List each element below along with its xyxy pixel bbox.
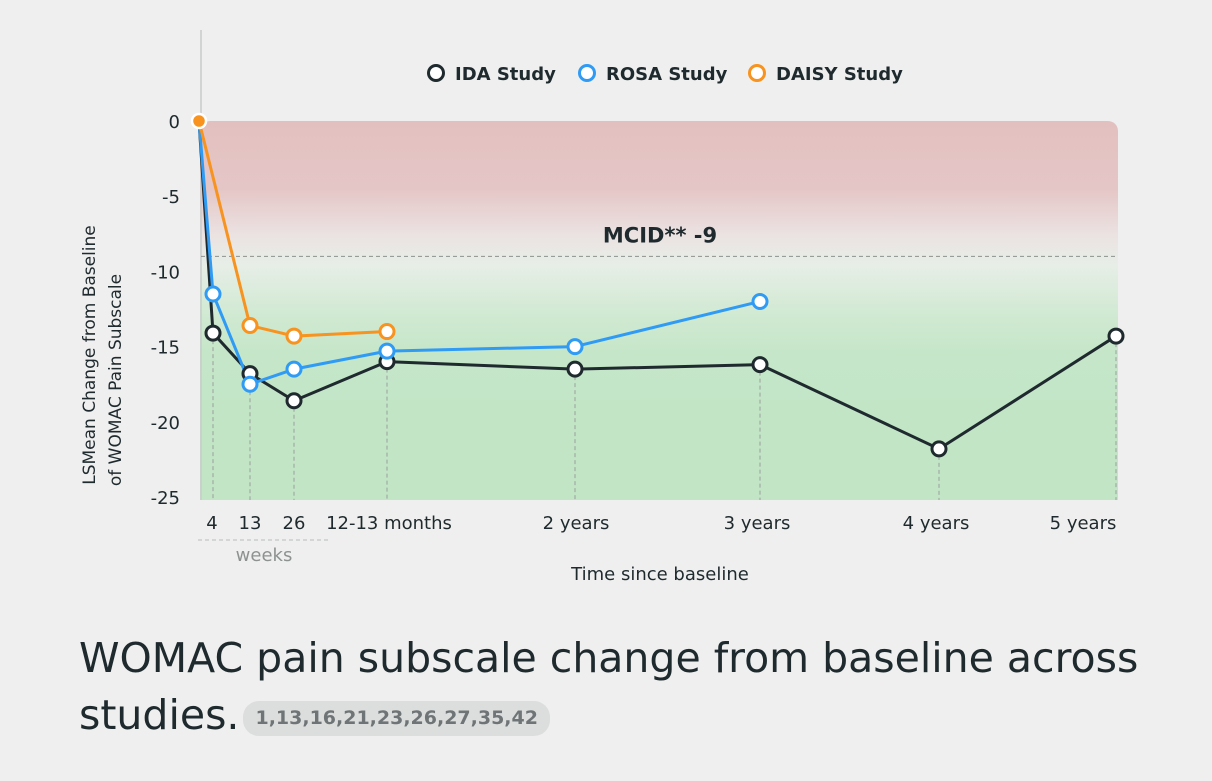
caption-text: WOMAC pain subscale change from baseline…: [79, 634, 1139, 739]
data-point-ida-study: [566, 360, 584, 378]
series-line-daisy-study: [197, 120, 388, 338]
legend-marker: [748, 64, 766, 82]
data-point-rosa-study: [241, 375, 259, 393]
x-tick-label: 13: [239, 513, 262, 534]
y-tick-label: -25: [151, 488, 180, 509]
legend-label: DAISY Study: [776, 64, 903, 85]
y-tick-label: -20: [151, 413, 180, 434]
legend-label: IDA Study: [455, 64, 556, 85]
legend-marker: [578, 64, 596, 82]
data-point-rosa-study: [566, 338, 584, 356]
x-tick-label: 2 years: [543, 513, 610, 534]
data-point-ida-study: [204, 324, 222, 342]
y-tick-label: -10: [151, 262, 180, 283]
x-tick-label: 3 years: [724, 513, 791, 534]
x-tick-label: 12-13 months: [326, 513, 452, 534]
data-point-rosa-study: [751, 292, 769, 310]
weeks-group-label: weeks: [236, 545, 293, 566]
y-tick-label: -15: [151, 338, 180, 359]
reference-badge: 1,13,16,21,23,26,27,35,42: [243, 701, 550, 736]
x-tick-label: 26: [283, 513, 306, 534]
figure-caption: WOMAC pain subscale change from baseline…: [79, 630, 1159, 744]
data-point-rosa-study: [285, 360, 303, 378]
x-ticks: 4 13 26 12-13 months 2 years 3 years 4 years 5 …: [206, 513, 1116, 534]
legend-label: ROSA Study: [606, 64, 728, 85]
data-point-rosa-study: [378, 342, 396, 360]
data-point-ida-study: [751, 356, 769, 374]
data-point-rosa-study: [204, 285, 222, 303]
legend: IDA Study ROSA Study DAISY Study: [427, 64, 903, 85]
y-ticks: 0 -5 -10 -15 -20 -25: [151, 112, 180, 509]
womac-line-chart: MCID** -9 0 -5 -10 -15 -20 -25 4 13 26 12-13 mon…: [80, 30, 1125, 585]
y-tick-label: 0: [169, 112, 180, 133]
series-points: [190, 112, 1125, 458]
data-point-daisy-study: [378, 323, 396, 341]
x-tick-label: 5 years: [1050, 513, 1117, 534]
y-axis-label-line2: of WOMAC Pain Subscale: [106, 274, 126, 486]
x-gridlines: [212, 333, 1117, 500]
data-point-daisy-study: [285, 327, 303, 345]
data-point-ida-study: [285, 392, 303, 410]
data-point-ida-study: [930, 440, 948, 458]
data-point-daisy-study: [241, 317, 259, 335]
y-axis-label-line1: LSMean Change from Baseline: [80, 225, 100, 485]
data-point-ida-study: [1107, 327, 1125, 345]
legend-marker: [427, 64, 445, 82]
y-tick-label: -5: [162, 187, 180, 208]
x-tick-label: 4: [206, 513, 217, 534]
plot-background-bottom: [200, 400, 1118, 500]
mcid-label: MCID** -9: [603, 223, 717, 247]
x-tick-label: 4 years: [903, 513, 970, 534]
data-point-daisy-study: [190, 112, 208, 130]
x-axis-label: Time since baseline: [570, 564, 749, 585]
